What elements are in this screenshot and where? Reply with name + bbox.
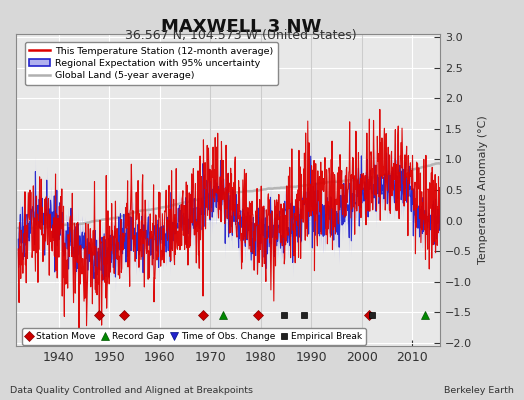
Text: Berkeley Earth: Berkeley Earth [444, 386, 514, 395]
Legend: Station Move, Record Gap, Time of Obs. Change, Empirical Break: Station Move, Record Gap, Time of Obs. C… [22, 328, 366, 345]
Text: Data Quality Controlled and Aligned at Breakpoints: Data Quality Controlled and Aligned at B… [10, 386, 254, 395]
Text: MAXWELL 3 NW: MAXWELL 3 NW [161, 18, 321, 36]
Text: 36.567 N, 104.573 W (United States): 36.567 N, 104.573 W (United States) [125, 29, 357, 42]
Y-axis label: Temperature Anomaly (°C): Temperature Anomaly (°C) [478, 116, 488, 264]
